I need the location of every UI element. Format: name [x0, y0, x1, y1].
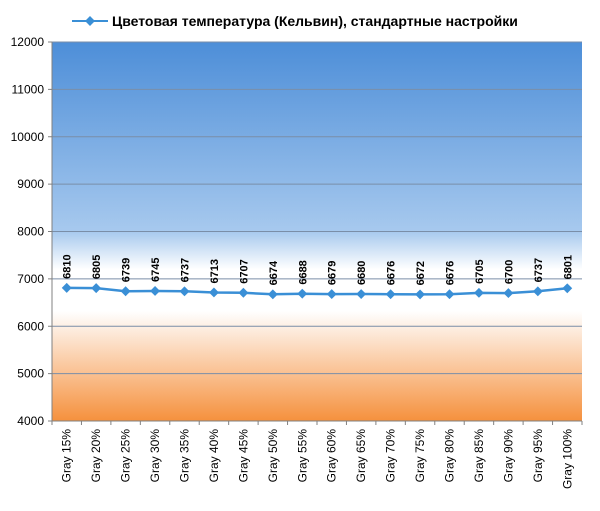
data-point [473, 287, 484, 298]
data-label: 6707 [238, 259, 250, 283]
series-line [66, 286, 568, 296]
data-point [297, 288, 308, 299]
x-tick-label: Gray 100% [560, 429, 574, 489]
x-tick-label: Gray 40% [207, 429, 221, 483]
data-label: 6679 [327, 261, 339, 285]
data-label: 6674 [268, 260, 280, 285]
data-label: 6739 [121, 258, 133, 282]
y-tick-label: 9000 [17, 177, 44, 191]
data-point [532, 286, 543, 297]
x-tick-label: Gray 50% [266, 429, 280, 483]
y-tick-label: 8000 [17, 225, 44, 239]
data-label: 6676 [445, 261, 457, 285]
data-label: 6700 [503, 260, 515, 284]
x-axis: Gray 15% Gray 20% Gray 25% Gray 30% Gray 35%… [51, 420, 583, 489]
data-label: 6713 [209, 259, 221, 283]
y-tick-label: 4000 [17, 414, 44, 428]
x-tick-label: Gray 35% [178, 429, 192, 483]
y-tick-label: 7000 [17, 272, 44, 286]
data-label: 6805 [91, 255, 103, 279]
x-tick-label: Gray 30% [148, 429, 162, 483]
chart-title: Цветовая температура (Кельвин), стандарт… [112, 13, 518, 29]
x-tick-label: Gray 25% [119, 429, 133, 483]
x-tick-label: Gray 60% [325, 429, 339, 483]
x-tick-label: Gray 75% [413, 429, 427, 483]
data-label: 6680 [356, 261, 368, 285]
data-label: 6737 [533, 258, 545, 282]
series-layer [61, 282, 573, 300]
data-point [444, 289, 455, 300]
data-point [179, 286, 190, 297]
x-tick-label: Gray 15% [60, 429, 74, 483]
data-labels: 6810 6805 6739 6745 6737 6713 6707 6674 6688 6679… [62, 254, 575, 285]
y-tick-label: 12000 [11, 35, 45, 49]
y-tick-label: 10000 [11, 130, 45, 144]
x-tick-label: Gray 20% [89, 429, 103, 483]
x-tick-label: Gray 80% [443, 429, 457, 483]
data-label: 6705 [474, 259, 486, 283]
legend-marker-icon [85, 16, 95, 26]
data-point [415, 289, 426, 300]
data-point [267, 289, 278, 300]
data-label: 6745 [150, 257, 162, 281]
data-label: 6810 [62, 254, 74, 278]
data-label: 6676 [386, 261, 398, 285]
data-label: 6737 [180, 258, 192, 282]
x-tick-label: Gray 65% [354, 429, 368, 483]
data-point [385, 289, 396, 300]
x-tick-label: Gray 55% [295, 429, 309, 483]
y-axis: 4000 5000 6000 7000 8000 9000 10000 11000 12000 [11, 35, 53, 428]
data-point [208, 287, 219, 298]
y-tick-label: 5000 [17, 367, 44, 381]
data-point [356, 289, 367, 299]
y-tick-label: 6000 [17, 319, 44, 333]
data-point [562, 283, 573, 294]
data-point [503, 288, 514, 299]
data-label: 6688 [297, 260, 309, 284]
gridlines [52, 41, 582, 375]
legend: Цветовая температура (Кельвин), стандарт… [72, 13, 518, 29]
x-tick-label: Gray 70% [384, 429, 398, 483]
data-label: 6672 [415, 261, 427, 285]
x-tick-label: Gray 95% [531, 429, 545, 483]
x-tick-label: Gray 90% [501, 429, 515, 483]
y-tick-label: 11000 [12, 82, 45, 96]
x-tick-label: Gray 45% [236, 429, 250, 483]
data-point [150, 286, 161, 296]
x-tick-label: Gray 85% [472, 429, 486, 483]
data-point [238, 287, 249, 298]
data-point [326, 289, 337, 300]
data-label: 6801 [562, 255, 574, 279]
